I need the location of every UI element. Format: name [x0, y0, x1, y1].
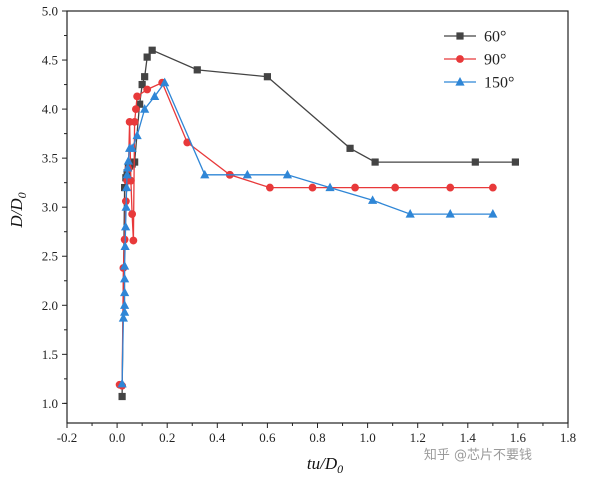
data-point	[118, 392, 126, 401]
data-point	[282, 169, 293, 179]
data-point	[127, 143, 137, 152]
data-point	[148, 46, 156, 54]
data-point	[308, 183, 317, 192]
data-point	[120, 241, 130, 251]
data-point	[120, 235, 129, 244]
series-line	[121, 81, 493, 384]
x-tick-label: 1.0	[359, 430, 375, 445]
data-point	[117, 378, 127, 388]
x-tick-label: 0.0	[109, 430, 125, 445]
legend-marker	[455, 77, 465, 86]
y-tick-label: 2.0	[42, 298, 58, 313]
x-tick-label: 1.2	[410, 430, 426, 445]
y-axis-title: D/D0	[7, 192, 29, 228]
legend-label: 60°	[484, 29, 506, 46]
data-point	[471, 158, 479, 166]
data-point	[143, 53, 151, 61]
data-point	[140, 104, 150, 113]
data-point	[121, 202, 131, 211]
y-tick-label: 3.5	[42, 151, 58, 166]
data-point	[488, 209, 498, 218]
data-point	[122, 169, 132, 179]
series-3	[117, 77, 498, 388]
data-point	[136, 100, 144, 108]
y-tick-label: 1.0	[42, 396, 58, 411]
x-tick-label: 0.2	[159, 430, 175, 445]
data-point	[128, 210, 137, 218]
y-tick-label: 4.0	[42, 102, 58, 117]
y-tick-label: 2.5	[42, 249, 58, 264]
data-point	[118, 313, 128, 322]
legend: 60° 90° 150°	[444, 29, 514, 92]
legend-marker	[456, 32, 464, 40]
data-point	[405, 209, 415, 218]
x-axis-title: tu/D0	[307, 454, 343, 476]
data-point	[133, 92, 142, 101]
data-point	[120, 287, 130, 297]
legend-entry: 150°	[444, 75, 514, 92]
data-point	[130, 117, 139, 126]
data-point	[266, 183, 274, 192]
data-point	[346, 144, 354, 152]
data-point	[150, 91, 160, 100]
data-point	[131, 105, 140, 113]
data-point	[325, 182, 335, 192]
axes: -0.2 0.0 0.2 0.4 0.6 0.8 1.0 1.2 1.4 1.6 1.8 1.0 1.5…	[42, 4, 576, 446]
data-point	[132, 130, 142, 140]
data-point	[511, 158, 519, 166]
data-point	[160, 77, 170, 87]
data-point	[123, 156, 133, 165]
y-tick-label: 4.5	[42, 53, 58, 68]
data-point	[141, 73, 149, 81]
x-tick-label: 0.6	[259, 430, 276, 445]
data-point	[126, 176, 135, 185]
data-point	[200, 169, 210, 179]
legend-label: 90°	[484, 52, 506, 69]
x-tick-label: -0.2	[57, 430, 78, 445]
data-point	[242, 169, 252, 179]
x-tick-label: 1.8	[560, 430, 576, 445]
data-point	[391, 183, 400, 192]
x-tick-label: 0.8	[309, 430, 325, 445]
x-tick-label: 1.6	[510, 430, 527, 445]
data-point	[122, 182, 132, 192]
y-tick-label: 5.0	[42, 4, 58, 19]
data-point	[351, 183, 359, 192]
series-layer	[115, 46, 519, 401]
series-1	[118, 46, 519, 401]
data-point	[368, 195, 378, 204]
legend-entry: 90°	[444, 52, 506, 69]
data-point	[129, 236, 138, 245]
data-point	[120, 300, 130, 309]
y-tick-label: 3.0	[42, 200, 58, 215]
legend-label: 150°	[484, 75, 514, 92]
data-point	[120, 307, 130, 316]
x-tick-label: 0.4	[209, 430, 226, 445]
legend-marker	[456, 55, 464, 63]
series-line	[121, 49, 516, 397]
data-point	[143, 85, 152, 94]
data-point	[121, 221, 131, 231]
data-point	[445, 209, 455, 218]
series-2	[115, 78, 497, 390]
data-point	[120, 261, 130, 270]
data-point	[120, 273, 130, 283]
data-point	[446, 183, 455, 192]
data-point	[371, 158, 379, 166]
data-point	[138, 80, 146, 89]
series-line	[119, 81, 493, 387]
data-point	[123, 162, 133, 172]
y-tick-label: 1.5	[42, 347, 58, 362]
legend-entry: 60°	[444, 29, 506, 46]
data-point	[488, 183, 497, 192]
data-point	[263, 73, 271, 81]
data-point	[193, 66, 201, 74]
x-tick-label: 1.4	[460, 430, 477, 445]
watermark: 知乎 @芯片不要钱	[424, 447, 532, 463]
